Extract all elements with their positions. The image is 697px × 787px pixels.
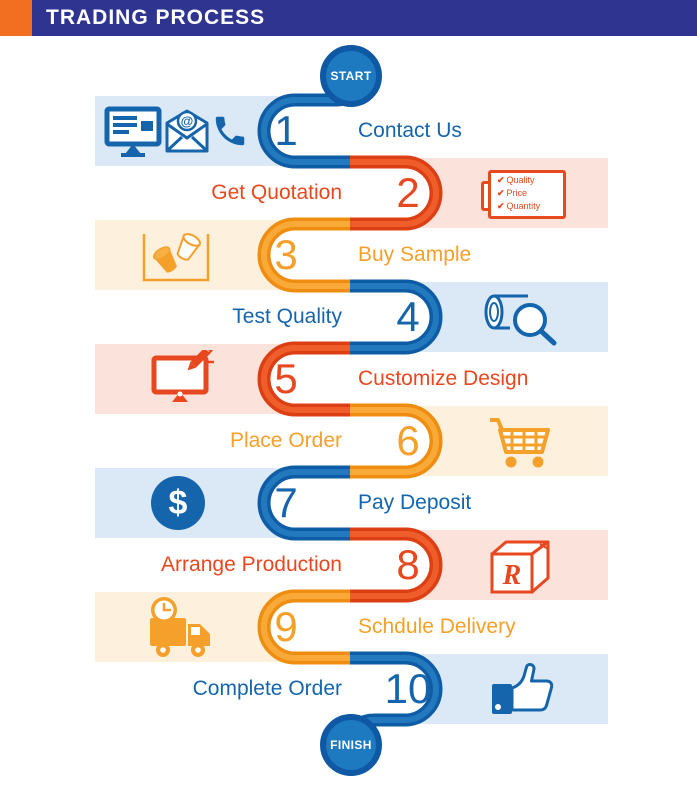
production-box-icon: R bbox=[490, 540, 550, 594]
sample-box-icon bbox=[142, 233, 210, 282]
dollar-symbol: $ bbox=[168, 483, 188, 522]
email-icon: @ bbox=[165, 109, 209, 153]
header-bar bbox=[32, 0, 697, 36]
step-number-9: 9 bbox=[274, 603, 298, 650]
step-label-place-order: Place Order bbox=[229, 429, 342, 452]
sample-roll-solid bbox=[153, 246, 177, 273]
step-label-test-quality: Test Quality bbox=[232, 305, 342, 328]
finish-label: FINISH bbox=[330, 738, 372, 752]
design-monitor-pencil-icon bbox=[151, 350, 214, 402]
step-label-customize-design: Customize Design bbox=[358, 367, 529, 390]
step-number-1: 1 bbox=[274, 107, 298, 154]
thumbs-up-icon bbox=[492, 663, 554, 714]
checklist-item: Price bbox=[506, 188, 528, 198]
phone-icon bbox=[215, 116, 245, 146]
step-label-pay-deposit: Pay Deposit bbox=[358, 491, 472, 514]
sample-roll-outline bbox=[176, 233, 202, 261]
check-mark: ✔ bbox=[497, 188, 505, 198]
check-mark: ✔ bbox=[497, 175, 505, 185]
dollar-icon: $ bbox=[151, 476, 205, 530]
delivery-truck-icon bbox=[150, 597, 210, 657]
step-number-10: 10 bbox=[384, 665, 432, 712]
step-label-contact-us: Contact Us bbox=[358, 119, 462, 142]
start-node: START bbox=[320, 45, 382, 107]
quality-inspection-icon bbox=[484, 294, 557, 346]
step-label-schdule-delivery: Schdule Delivery bbox=[358, 615, 516, 638]
check-mark: ✔ bbox=[497, 201, 505, 211]
page-title: TRADING PROCESS bbox=[46, 6, 266, 29]
shopping-cart-icon bbox=[490, 418, 550, 468]
monitor-icon bbox=[104, 106, 162, 157]
step-label-buy-sample: Buy Sample bbox=[358, 243, 472, 266]
step-number-2: 2 bbox=[396, 169, 420, 216]
step-number-3: 3 bbox=[274, 231, 298, 278]
step-number-7: 7 bbox=[274, 479, 298, 526]
at-glyph: @ bbox=[181, 114, 194, 129]
step-number-4: 4 bbox=[396, 293, 420, 340]
step-label-complete-order: Complete Order bbox=[192, 677, 342, 700]
box-letter: R bbox=[502, 560, 522, 591]
step-label-get-quotation: Get Quotation bbox=[211, 181, 342, 204]
header-accent-square bbox=[0, 0, 32, 36]
finish-node: FINISH bbox=[320, 714, 382, 776]
quotation-checklist-icon: ✔ Quality ✔ Price ✔ Quantity bbox=[488, 170, 566, 219]
checklist-item: Quality bbox=[506, 175, 535, 185]
step-number-5: 5 bbox=[274, 355, 298, 402]
checklist-item: Quantity bbox=[506, 201, 541, 211]
start-label: START bbox=[330, 69, 372, 83]
step-number-8: 8 bbox=[396, 541, 420, 588]
step-number-6: 6 bbox=[396, 417, 420, 464]
step-label-arrange-production: Arrange Production bbox=[161, 553, 342, 576]
